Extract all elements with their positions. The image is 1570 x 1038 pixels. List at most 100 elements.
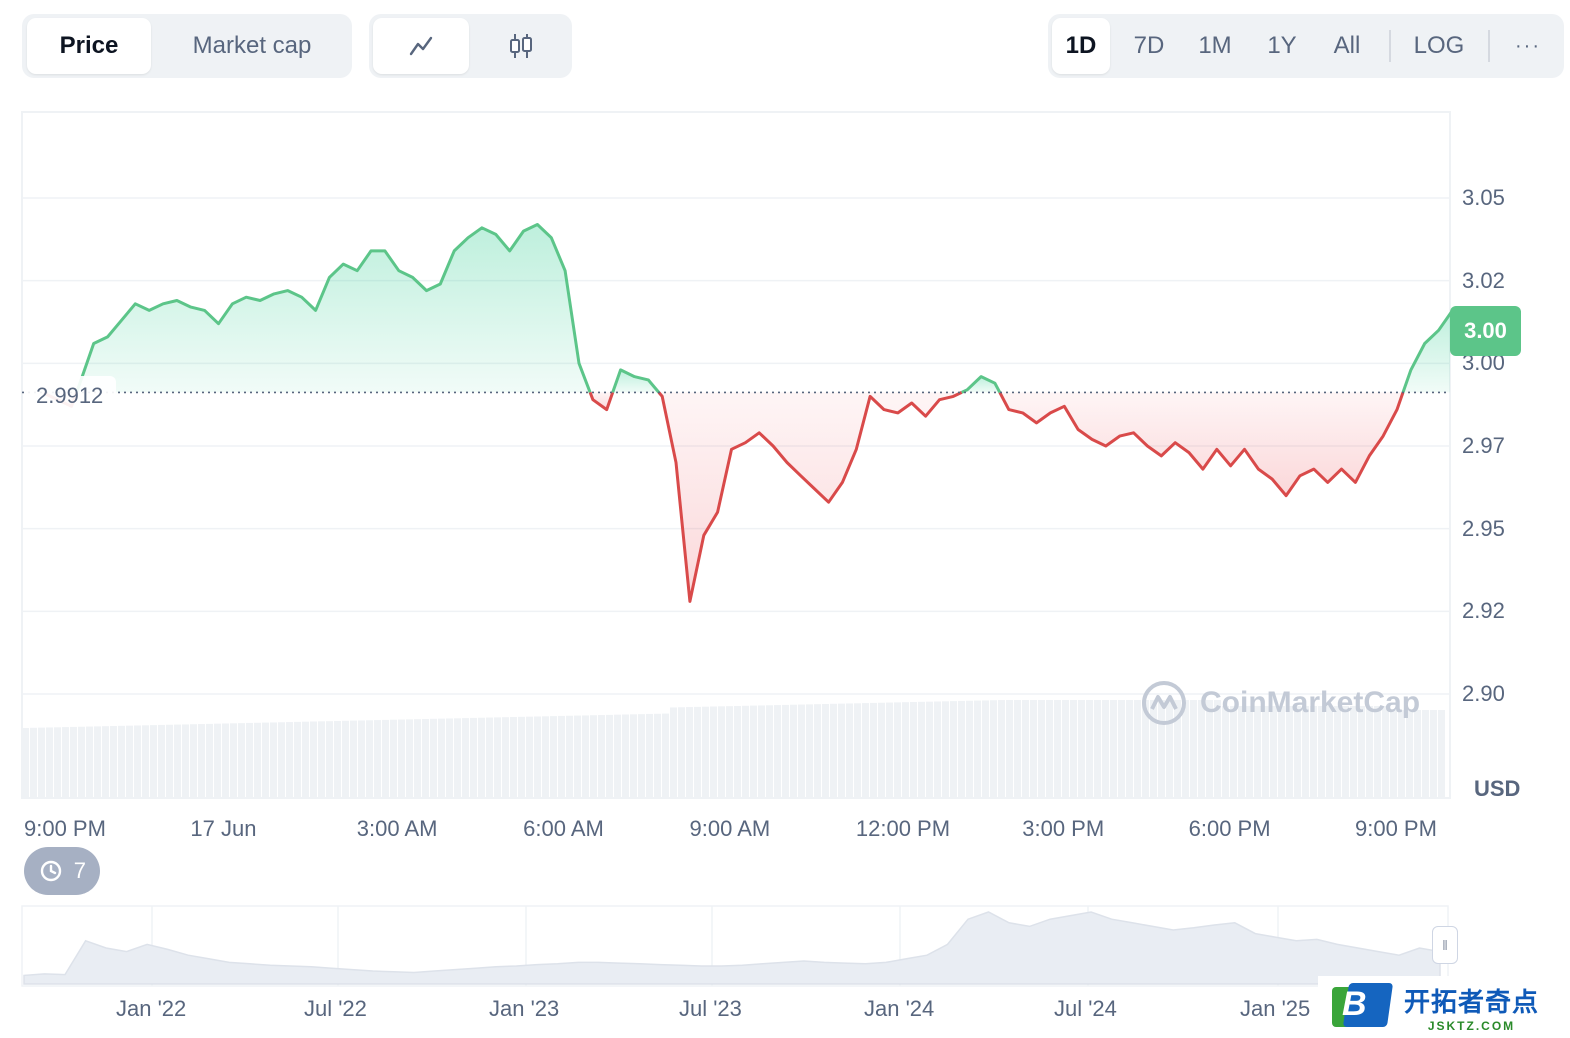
overview-area [23,911,1441,985]
volume-bar [678,707,685,798]
volume-bar [526,716,533,798]
volume-bar [1174,700,1181,798]
volume-bar [334,720,341,798]
volume-bar [726,706,733,798]
history-icon [40,860,61,882]
volume-bar [974,700,981,798]
volume-bar [134,725,141,798]
volume-bar [366,720,373,798]
volume-bar [278,722,285,798]
range-1y-button[interactable]: 1Y [1267,32,1297,59]
down-price-line [588,391,615,412]
tab-market-cap[interactable]: Market cap [192,32,312,59]
volume-bar [1270,706,1277,798]
down-area [999,392,1403,496]
volume-bar [166,724,173,798]
volume-bar [270,722,277,798]
volume-bar [206,723,213,798]
volume-bar [374,720,381,798]
volume-bar [1014,700,1021,798]
volume-bar [70,726,77,798]
volume-bar [1222,706,1229,798]
x-tick-label: 6:00 AM [523,816,604,841]
volume-bar [470,717,477,798]
volume-bar [1086,700,1093,798]
volume-bar [1278,706,1285,798]
volume-bar [502,717,509,798]
tab-price[interactable]: Price [27,18,151,74]
volume-bar [1310,706,1317,798]
volume-bar [926,701,933,798]
volume-bar [222,723,229,798]
volume-bar [30,727,37,798]
volume-bar [1134,700,1141,798]
volume-bar [766,705,773,798]
range-1d-button[interactable]: 1D [1052,18,1110,74]
volume-bar [310,721,317,798]
volume-bar [1374,706,1381,798]
volume-bar [150,725,157,798]
volume-bar [854,703,861,798]
volume-bar [1038,700,1045,798]
volume-bar [662,713,669,798]
volume-bar [182,724,189,798]
overview-tick-label: Jul '22 [304,996,367,1021]
overview-drag-handle[interactable]: ‖ [1432,926,1458,964]
currency-label: USD [1474,776,1521,801]
volume-bar [1054,700,1061,798]
volume-bar [1406,710,1413,798]
volume-bar [238,723,245,798]
volume-bar [1102,700,1109,798]
volume-bar [814,704,821,798]
x-tick-label: 3:00 PM [1022,816,1105,841]
volume-bar [638,714,645,798]
volume-bar [358,720,365,798]
volume-bar [518,716,525,798]
more-options-button[interactable]: ··· [1515,34,1541,57]
volume-bar [838,703,845,798]
volume-bar [22,728,29,798]
range-selector: 1D 7D 1M 1Y All LOG ··· [1048,14,1564,78]
volume-bar [542,716,549,798]
candlestick-icon [510,34,532,58]
volume-bar [1046,700,1053,798]
history-button[interactable]: 7 [24,847,100,895]
volume-bar [822,704,829,798]
volume-bar [102,726,109,798]
volume-bar [190,724,197,798]
volume-bar [486,717,493,798]
current-price-badge: 3.00 [1450,306,1521,356]
volume-bar [1398,710,1405,798]
site-logo-domain: JSKTZ.COM [1427,1018,1516,1033]
volume-bar [894,702,901,798]
x-tick-label: 6:00 PM [1188,816,1271,841]
range-1m-button[interactable]: 1M [1198,32,1232,59]
volume-bar [582,715,589,798]
log-scale-button[interactable]: LOG [1413,32,1465,59]
volume-bar [86,726,93,798]
volume-bar [534,716,541,798]
volume-bar [158,724,165,798]
up-price-line [611,368,660,394]
volume-bar [846,703,853,798]
volume-bar [214,723,221,798]
volume-bar [806,704,813,798]
volume-bar [1118,700,1125,798]
y-tick-label: 3.05 [1462,185,1505,210]
candlestick-button[interactable] [473,18,569,74]
volume-bar [718,706,725,798]
range-7d-button[interactable]: 7D [1133,32,1165,59]
volume-bar [414,719,421,798]
line-chart-button[interactable] [373,18,469,74]
volume-bar [566,715,573,798]
range-all-button[interactable]: All [1333,32,1361,59]
volume-bar [1126,700,1133,798]
up-price-line [1401,311,1450,393]
reference-price-label: 2.9912 [26,376,116,416]
volume-bar [862,703,869,798]
x-tick-label: 9:00 AM [689,816,771,841]
volume-bar [1006,700,1013,798]
volume-bar [710,706,717,798]
volume-bar [1206,700,1213,798]
